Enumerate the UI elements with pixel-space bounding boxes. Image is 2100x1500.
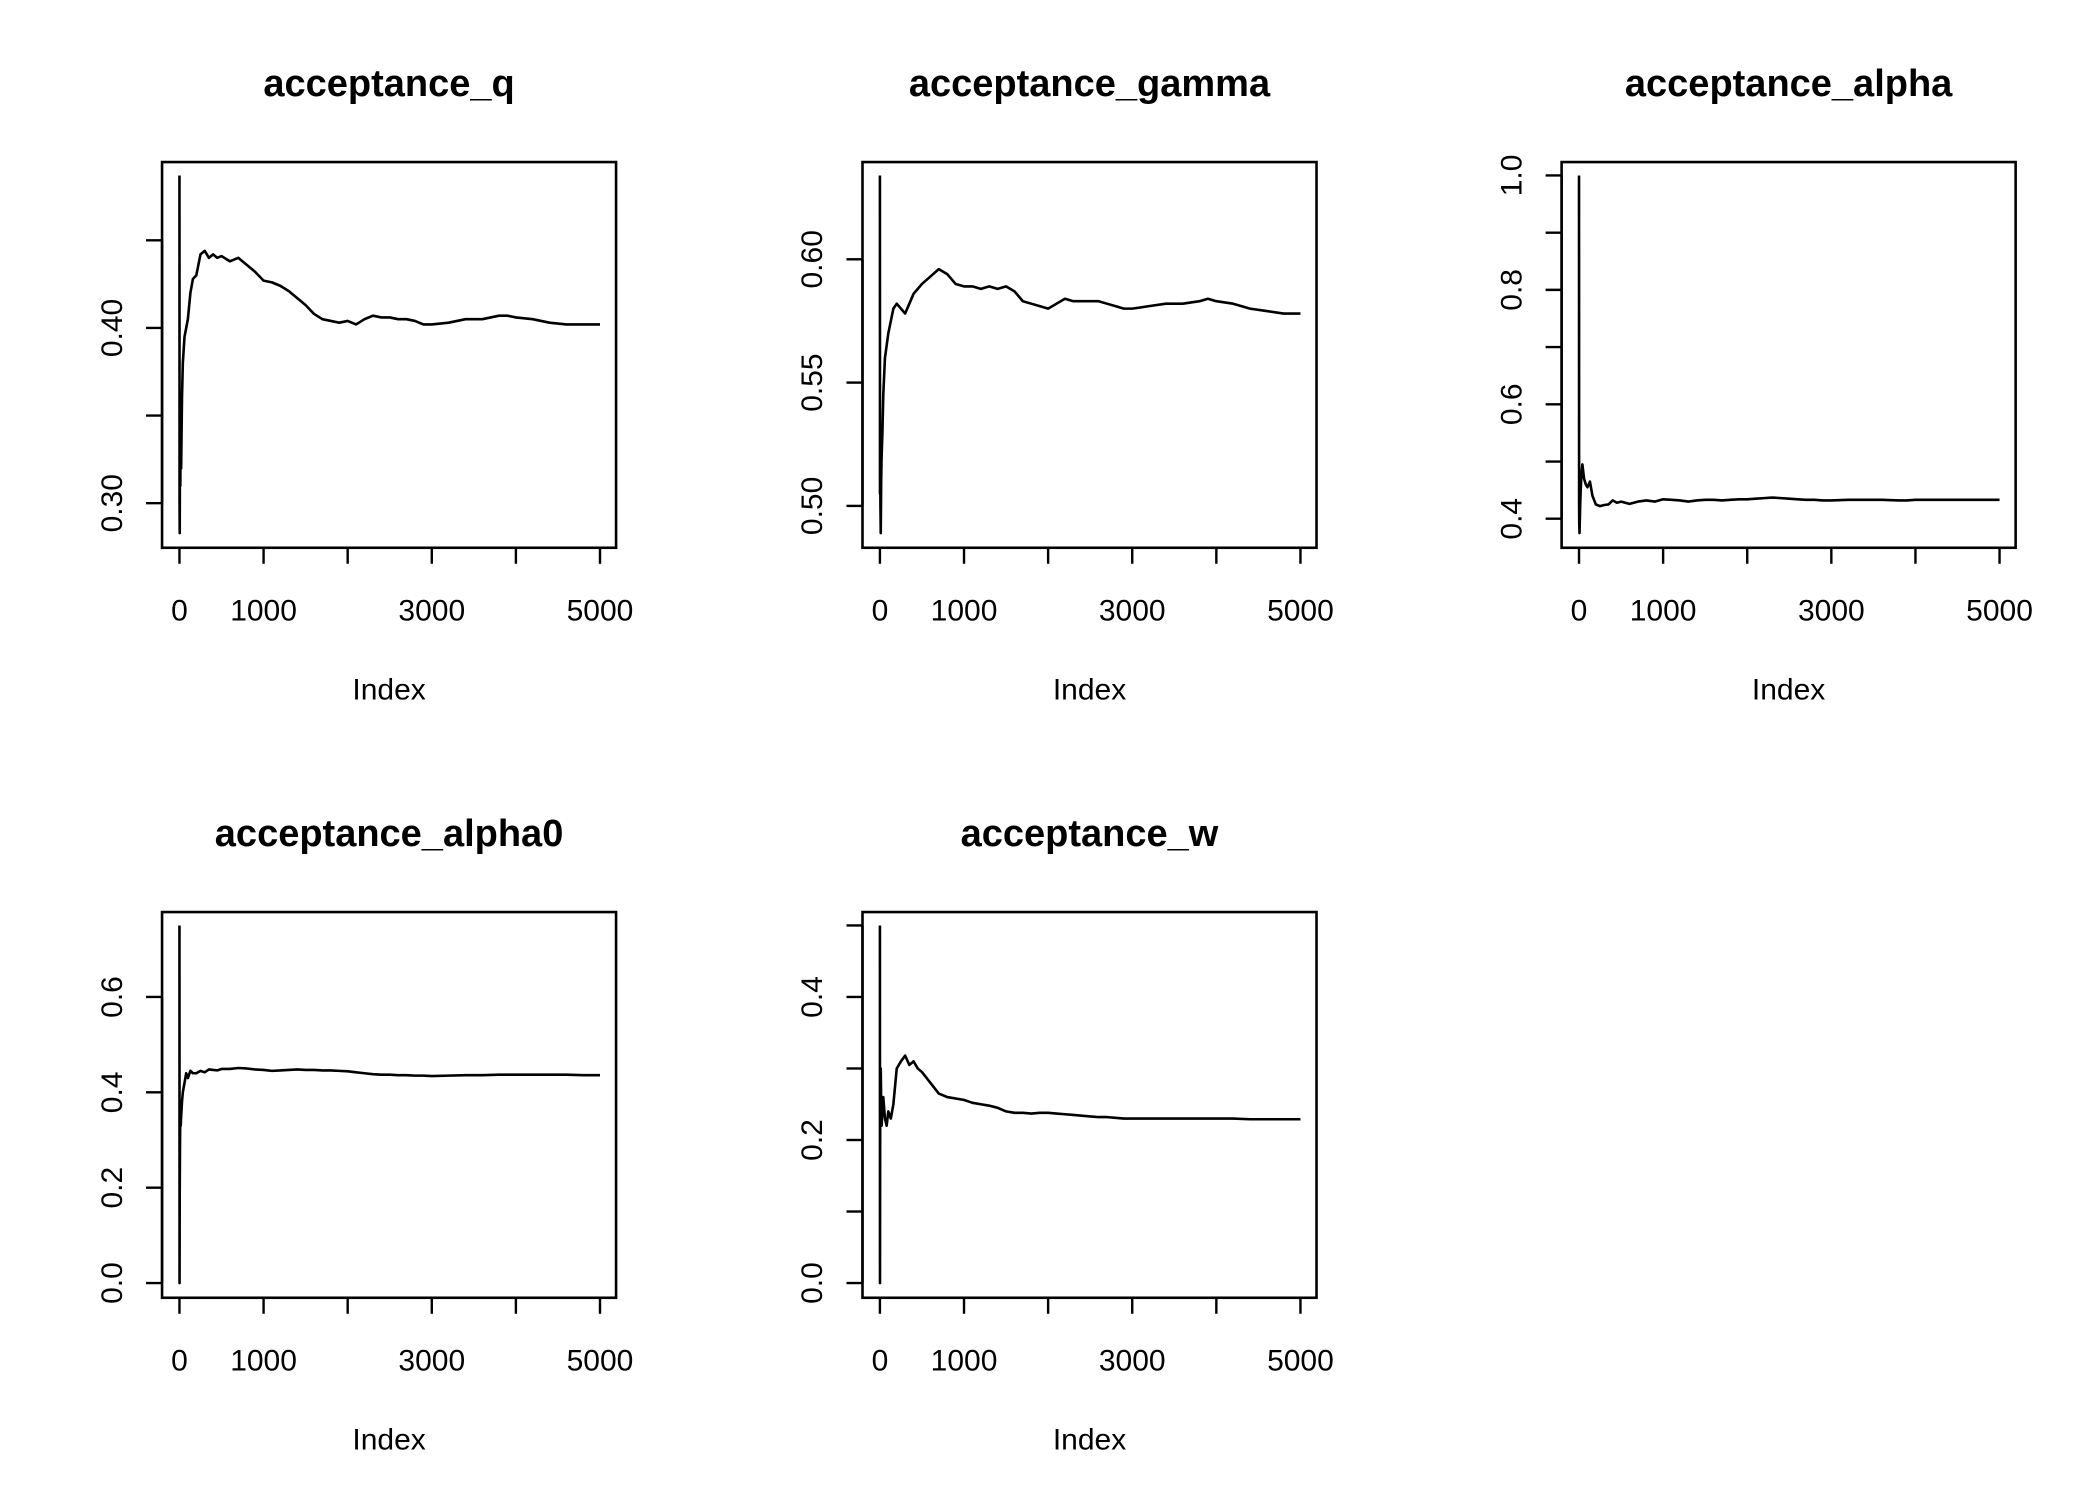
x-axis: 0 1000 3000 5000 (872, 1296, 1334, 1377)
y-tick-label: 0.2 (96, 1167, 129, 1209)
y-tick-label: 0.0 (96, 1262, 129, 1304)
series-line (178, 925, 600, 1285)
chart-panel-3: acceptance_alpha 0 1000 3000 5000 Index 0.4 0.6… (1495, 63, 2033, 706)
x-axis-title: Index (1053, 673, 1126, 706)
series-line (878, 175, 1301, 535)
x-tick-label: 3000 (398, 1344, 465, 1377)
plot-frame (1560, 160, 2017, 550)
x-axis: 0 1000 3000 5000 (872, 546, 1334, 627)
x-tick-label: 3000 (398, 594, 465, 627)
x-tick-label: 0 (1571, 594, 1588, 627)
x-tick-label: 5000 (1267, 594, 1334, 627)
panel-title: acceptance_gamma (909, 63, 1271, 105)
y-tick-label: 0.2 (796, 1119, 829, 1161)
chart-panel-1: acceptance_q 0 1000 3000 5000 Index 0.30 0.40 (96, 63, 634, 706)
y-tick-label: 0.4 (96, 1071, 129, 1113)
x-axis-title: Index (1752, 673, 1825, 706)
y-tick-label: 0.50 (796, 477, 829, 535)
x-tick-label: 1000 (1630, 594, 1697, 627)
panel-title: acceptance_q (263, 63, 514, 105)
y-tick-label: 0.6 (1495, 383, 1528, 425)
x-tick-label: 0 (872, 594, 889, 627)
y-tick-label: 0.4 (796, 976, 829, 1018)
x-axis: 0 1000 3000 5000 (1571, 546, 2033, 627)
y-axis: 0.0 0.2 0.4 0.6 (96, 976, 164, 1304)
y-tick-label: 0.30 (96, 474, 129, 532)
series-line (878, 925, 1301, 1285)
y-tick-label: 0.6 (96, 976, 129, 1018)
plot-frame (861, 910, 1318, 1300)
y-axis: 0.30 0.40 (96, 239, 164, 532)
x-axis-title: Index (352, 673, 425, 706)
panel-title: acceptance_alpha (1625, 63, 1953, 105)
series-line (1577, 175, 2000, 535)
y-tick-label: 0.8 (1495, 269, 1528, 311)
y-tick-label: 0.0 (796, 1262, 829, 1304)
panel-title: acceptance_alpha0 (215, 813, 564, 855)
x-axis-title: Index (352, 1423, 425, 1456)
x-tick-label: 0 (171, 1344, 188, 1377)
y-tick-label: 0.55 (796, 353, 829, 411)
panel-title: acceptance_w (961, 813, 1219, 855)
x-axis: 0 1000 3000 5000 (171, 546, 634, 627)
y-axis: 0.4 0.6 0.8 1.0 (1495, 155, 1563, 540)
x-tick-label: 0 (872, 1344, 889, 1377)
y-axis: 0.50 0.55 0.60 (796, 230, 864, 535)
x-tick-label: 3000 (1099, 1344, 1166, 1377)
x-axis: 0 1000 3000 5000 (171, 1296, 634, 1377)
x-tick-label: 5000 (567, 1344, 634, 1377)
x-tick-label: 1000 (230, 1344, 297, 1377)
x-tick-label: 1000 (230, 594, 297, 627)
x-tick-label: 1000 (931, 594, 998, 627)
plot-frame (160, 160, 618, 550)
x-tick-label: 1000 (931, 1344, 998, 1377)
x-tick-label: 5000 (567, 594, 634, 627)
plot-frame (861, 160, 1318, 550)
x-tick-label: 5000 (1267, 1344, 1334, 1377)
series-line (178, 175, 600, 535)
x-axis-title: Index (1053, 1423, 1126, 1456)
x-tick-label: 5000 (1966, 594, 2033, 627)
y-tick-label: 1.0 (1495, 155, 1528, 197)
y-tick-label: 0.40 (96, 299, 129, 357)
y-tick-label: 0.4 (1495, 498, 1528, 540)
plot-frame (160, 910, 618, 1300)
x-tick-label: 3000 (1099, 594, 1166, 627)
x-tick-label: 0 (171, 594, 188, 627)
x-tick-label: 3000 (1798, 594, 1865, 627)
y-tick-label: 0.60 (796, 230, 829, 288)
chart-panel-5: acceptance_w 0 1000 3000 5000 Index 0.0 0.2 0.4 (796, 813, 1334, 1456)
y-axis: 0.0 0.2 0.4 (796, 924, 864, 1304)
